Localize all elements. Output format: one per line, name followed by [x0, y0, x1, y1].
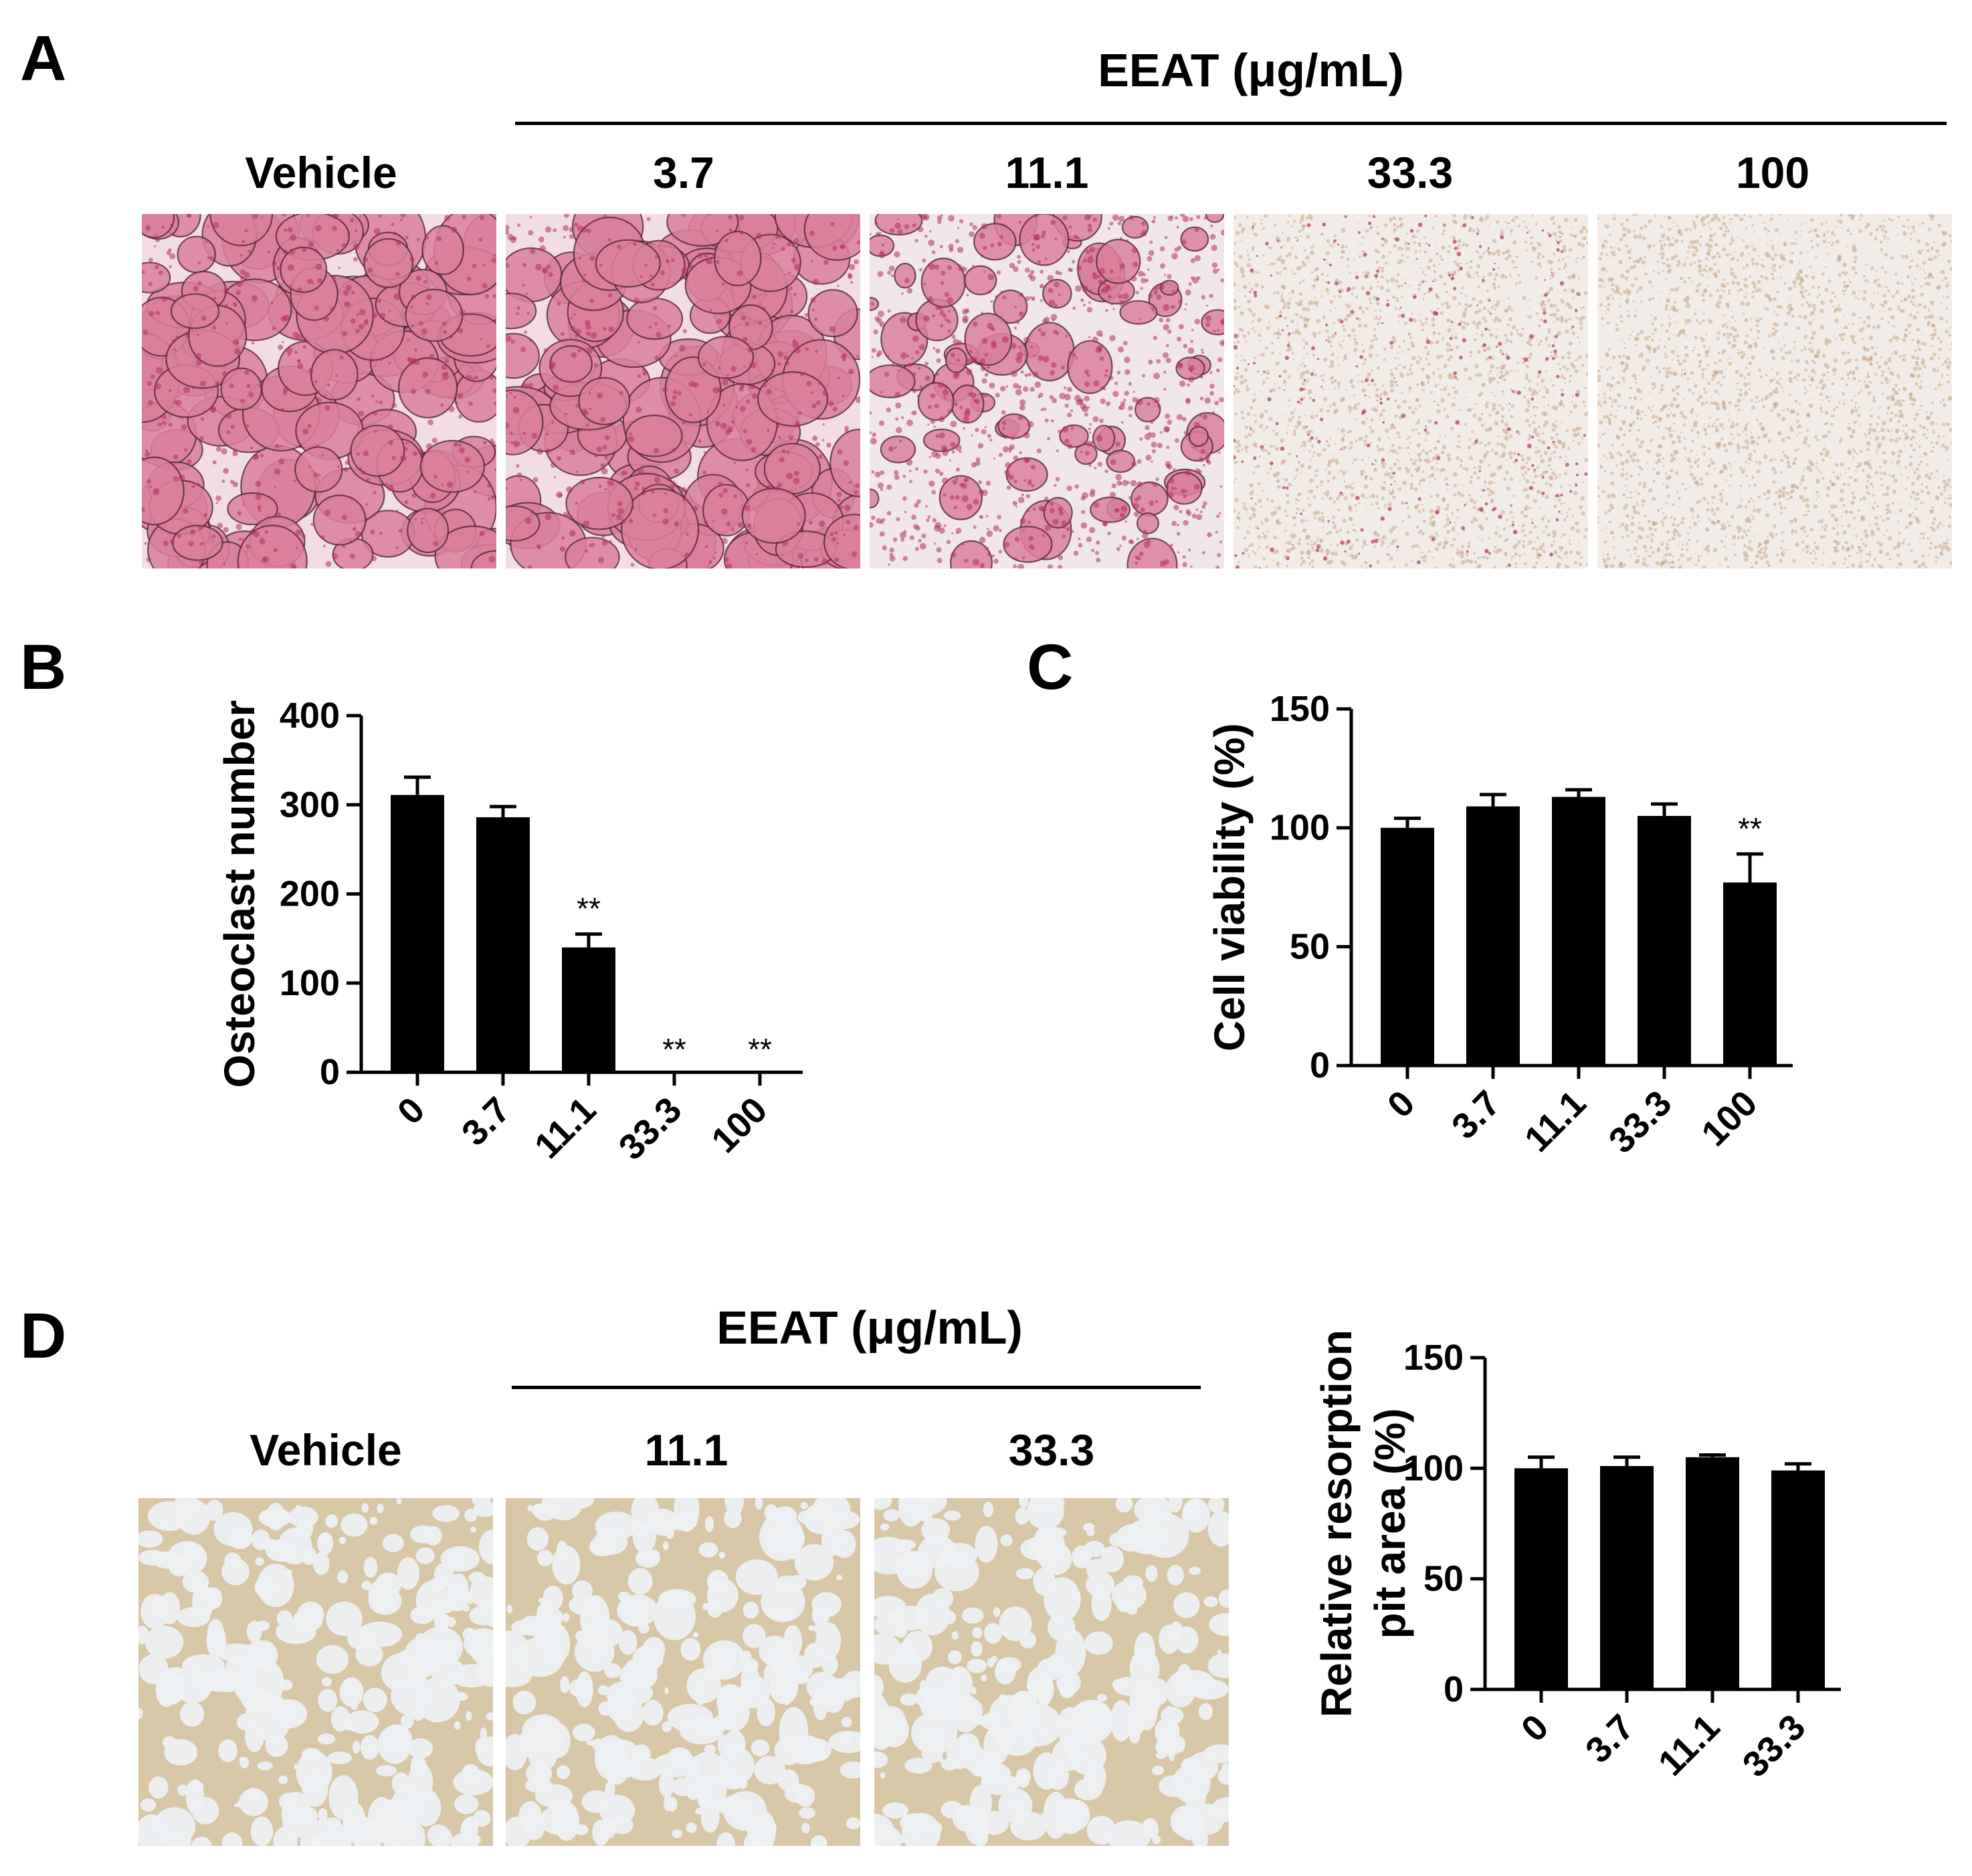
- panel-c-x-tick-label: 33.3: [1601, 1083, 1680, 1161]
- panel-a-treatment-header: EEAT (μg/mL): [1098, 44, 1404, 96]
- panel-b-y-tick-label: 200: [280, 874, 340, 914]
- panel-b-significance-label: **: [662, 1032, 686, 1067]
- panel-b-letter: B: [20, 631, 67, 703]
- panel-d-x-tick-label: 11.1: [1651, 1707, 1728, 1784]
- panel-c-x-tick-label: 11.1: [1517, 1083, 1594, 1160]
- panel-a-micrograph-3-7: [506, 214, 860, 568]
- panel-d-y-tick-label: 150: [1403, 1338, 1464, 1378]
- panel-b-y-tick-label: 300: [280, 785, 340, 825]
- panel-c-y-tick-label: 0: [1310, 1045, 1330, 1085]
- panel-d-x-tick-label: 3.7: [1578, 1707, 1642, 1771]
- panel-d-y-axis-label: pit area (%): [1366, 1409, 1414, 1639]
- panel-d-y-axis-label: Relative resorption: [1312, 1330, 1361, 1717]
- panel-a-treatment-bracket: [515, 122, 1947, 125]
- panel-a-micrograph-33-3: [1234, 214, 1588, 568]
- panel-b-x-tick-label: 0: [390, 1089, 433, 1132]
- panel-c-bar: [1381, 827, 1434, 1066]
- panel-d-treatment-bracket: [512, 1386, 1201, 1389]
- panel-a-label-3-7: 3.7: [653, 148, 714, 197]
- panel-c-bar: [1723, 882, 1777, 1066]
- panel-a-micrograph-100: [1597, 214, 1952, 568]
- panel-b-x-tick-label: 3.7: [454, 1089, 518, 1154]
- panel-b-y-tick-label: 400: [280, 696, 340, 736]
- panel-d-x-tick-label: 0: [1514, 1707, 1557, 1750]
- panel-a-label-vehicle: Vehicle: [245, 148, 397, 197]
- panel-b-x-tick-label: 33.3: [611, 1089, 690, 1168]
- panel-c-x-tick-label: 100: [1694, 1083, 1765, 1154]
- panel-b-significance-label: **: [577, 892, 601, 926]
- panel-c-x-tick-label: 0: [1380, 1083, 1423, 1126]
- panel-b-x-tick-label: 11.1: [527, 1089, 604, 1166]
- panel-c-y-axis-label: Cell viability (%): [1205, 723, 1254, 1051]
- panel-c-letter: C: [1027, 631, 1074, 703]
- panel-d-bar: [1686, 1457, 1739, 1689]
- panel-a-micrograph-vehicle: [142, 214, 496, 568]
- panel-d-letter: D: [20, 1300, 67, 1372]
- panel-c-chart: 0 50 100 150 Cell viability (%) 0 3.7 11.1 33.3 *…: [1177, 662, 1846, 1237]
- panel-d-y-tick-label: 50: [1423, 1559, 1464, 1599]
- panel-b-chart: 0 100 200 300 400 Osteoclast number 0 3.7 ** 11.1…: [187, 669, 856, 1244]
- panel-d-label-vehicle: Vehicle: [250, 1425, 402, 1475]
- panel-b-y-tick-label: 100: [280, 963, 340, 1003]
- panel-d-x-tick-label: 33.3: [1735, 1707, 1813, 1785]
- panel-b-significance-label: **: [748, 1032, 772, 1067]
- panel-c-y-tick-label: 150: [1270, 689, 1330, 729]
- panel-d-treatment-header: EEAT (μg/mL): [716, 1301, 1023, 1354]
- panel-d-micrograph-33-3: [874, 1498, 1229, 1846]
- panel-d-micrograph-11-1: [506, 1498, 860, 1846]
- panel-b-bar: [391, 795, 444, 1073]
- panel-b-y-tick-label: 0: [320, 1052, 340, 1092]
- panel-b-bar: [476, 817, 530, 1073]
- panel-c-y-tick-label: 50: [1290, 926, 1330, 966]
- panel-c-bar: [1552, 797, 1605, 1066]
- panel-c-bar: [1638, 815, 1691, 1066]
- panel-a-letter: A: [20, 23, 67, 94]
- panel-b-bar: [562, 947, 615, 1073]
- panel-c-bar: [1466, 806, 1520, 1066]
- panel-c-significance-label: **: [1738, 811, 1762, 846]
- panel-a-micrograph-11-1: [870, 214, 1224, 568]
- panel-d-label-11-1: 11.1: [644, 1425, 728, 1475]
- panel-a-label-33-3: 33.3: [1367, 148, 1454, 197]
- panel-c-y-tick-label: 100: [1270, 808, 1330, 848]
- panel-d-bar: [1771, 1470, 1825, 1689]
- panel-b-x-tick-label: 100: [704, 1089, 775, 1160]
- panel-a-label-100: 100: [1735, 148, 1810, 197]
- panel-b-y-axis-label: Osteoclast number: [215, 700, 264, 1088]
- panel-a-label-11-1: 11.1: [1005, 148, 1089, 197]
- panel-d-bar: [1600, 1466, 1654, 1689]
- panel-d-y-tick-label: 0: [1444, 1669, 1464, 1709]
- panel-c-x-tick-label: 3.7: [1444, 1083, 1508, 1147]
- panel-d-chart: 0 50 100 150 Relative resorption pit area (%)…: [1311, 1311, 1953, 1846]
- panel-d-y-tick-label: 100: [1403, 1448, 1464, 1488]
- panel-d-micrograph-vehicle: [138, 1498, 493, 1846]
- panel-d-label-33-3: 33.3: [1008, 1425, 1095, 1475]
- panel-d-bar: [1514, 1468, 1568, 1689]
